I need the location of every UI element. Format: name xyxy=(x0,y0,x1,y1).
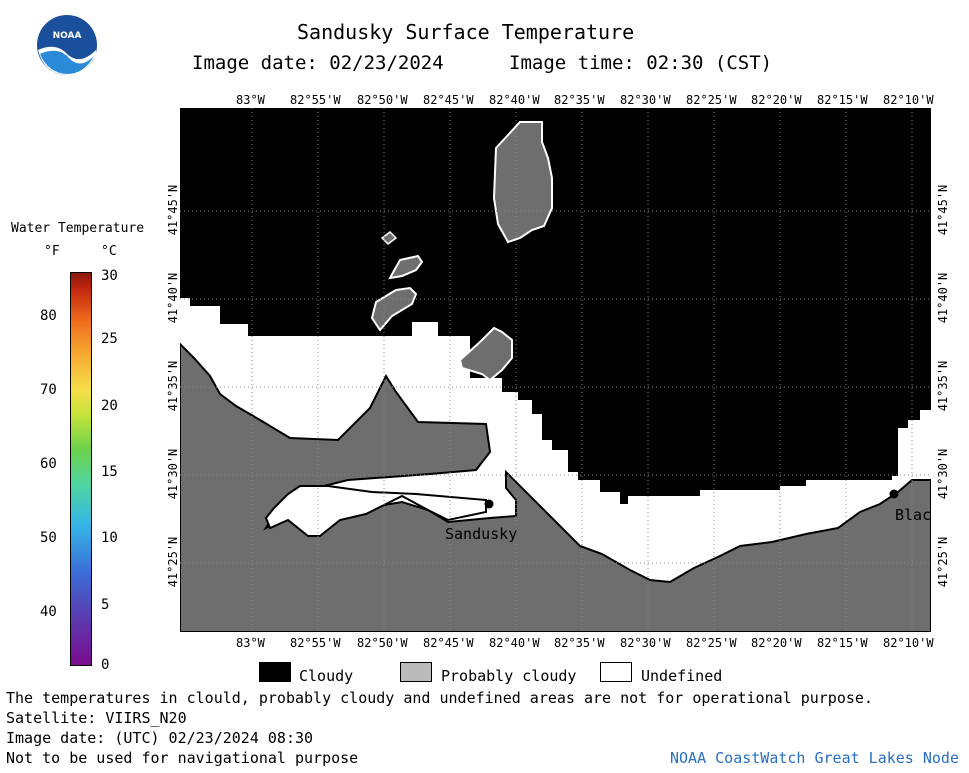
image-date: Image date: 02/23/2024 xyxy=(192,52,444,74)
sandusky-bay xyxy=(264,485,487,537)
lon-tick: 82°55'W xyxy=(290,93,341,107)
island-small-3 xyxy=(380,231,398,245)
key-cloudy: Cloudy xyxy=(299,667,354,685)
lat-tick: 41°30'N xyxy=(936,448,950,500)
key-probably-cloudy: Probably cloudy xyxy=(441,667,577,685)
island-kelleys xyxy=(458,326,513,382)
lon-tick: 82°40'W xyxy=(489,93,540,107)
lat-tick: 41°35'N xyxy=(166,360,180,412)
lat-tick: 41°35'N xyxy=(936,360,950,412)
lat-tick: 41°40'N xyxy=(166,272,180,324)
lon-tick: 82°15'W xyxy=(817,93,868,107)
nav-warning: Not to be used for navigational purpose xyxy=(6,749,359,767)
lon-tick: 82°15'W xyxy=(817,636,868,650)
island-small-2 xyxy=(388,254,424,280)
map-title: Sandusky Surface Temperature xyxy=(297,20,635,44)
legend-c-tick: 15 xyxy=(101,464,118,480)
key-undefined: Undefined xyxy=(641,667,723,685)
lon-tick: 82°10'W xyxy=(883,93,934,107)
lat-tick: 41°45'N xyxy=(166,184,180,236)
legend-c-unit: °C xyxy=(101,244,117,259)
credit[interactable]: NOAA CoastWatch Great Lakes Node xyxy=(670,749,959,767)
lat-tick: 41°40'N xyxy=(936,272,950,324)
lon-tick: 82°35'W xyxy=(554,636,605,650)
image-time: Image time: 02:30 (CST) xyxy=(509,52,773,74)
svg-text:NOAA: NOAA xyxy=(53,31,82,41)
swatch-cloudy xyxy=(259,662,291,682)
sandusky-marker xyxy=(484,499,494,509)
map-svg xyxy=(179,108,932,633)
label-blac: Blac xyxy=(895,506,932,524)
lon-tick: 82°20'W xyxy=(751,93,802,107)
legend-c-tick: 20 xyxy=(101,398,118,414)
utc-date: Image date: (UTC) 02/23/2024 08:30 xyxy=(6,729,314,747)
lon-tick: 83°W xyxy=(236,93,265,107)
lon-tick: 82°10'W xyxy=(883,636,934,650)
legend-c-tick: 25 xyxy=(101,331,118,347)
lon-tick: 83°W xyxy=(236,636,265,650)
cloudy-area xyxy=(180,108,931,504)
temperature-colorbar xyxy=(70,272,92,666)
legend-f-tick: 60 xyxy=(40,456,57,472)
legend-f-tick: 80 xyxy=(40,308,57,324)
legend-c-tick: 30 xyxy=(101,268,118,284)
lon-tick: 82°35'W xyxy=(554,93,605,107)
legend-f-tick: 70 xyxy=(40,382,57,398)
lat-tick: 41°45'N xyxy=(936,184,950,236)
lon-tick: 82°50'W xyxy=(357,93,408,107)
legend-title: Water Temperature xyxy=(11,221,145,236)
label-sandusky: Sandusky xyxy=(445,525,518,543)
legend-f-tick: 40 xyxy=(40,604,57,620)
lon-tick: 82°20'W xyxy=(751,636,802,650)
noaa-logo: NOAA xyxy=(36,14,98,76)
swatch-undefined xyxy=(600,662,632,682)
lon-tick: 82°45'W xyxy=(423,93,474,107)
island-small-1 xyxy=(370,286,418,332)
swatch-probably-cloudy xyxy=(400,662,432,682)
island-north xyxy=(492,121,553,244)
legend-c-tick: 10 xyxy=(101,530,118,546)
graticule xyxy=(180,108,931,632)
lon-tick: 82°45'W xyxy=(423,636,474,650)
lon-tick: 82°30'W xyxy=(620,636,671,650)
lon-tick: 82°30'W xyxy=(620,93,671,107)
lat-tick: 41°25'N xyxy=(166,536,180,588)
map-panel[interactable] xyxy=(179,108,932,633)
legend-f-tick: 50 xyxy=(40,530,57,546)
blac-marker xyxy=(889,489,899,499)
lon-tick: 82°40'W xyxy=(489,636,540,650)
lat-tick: 41°30'N xyxy=(166,448,180,500)
lon-tick: 82°50'W xyxy=(357,636,408,650)
satellite: Satellite: VIIRS_N20 xyxy=(6,709,187,727)
lon-tick: 82°55'W xyxy=(290,636,341,650)
disclaimer: The temperatures in clould, probably clo… xyxy=(6,689,873,707)
lon-tick: 82°25'W xyxy=(686,93,737,107)
lon-tick: 82°25'W xyxy=(686,636,737,650)
lat-tick: 41°25'N xyxy=(936,536,950,588)
legend-c-tick: 5 xyxy=(101,597,110,613)
legend-c-tick: 0 xyxy=(101,657,110,673)
legend-f-unit: °F xyxy=(44,244,60,259)
